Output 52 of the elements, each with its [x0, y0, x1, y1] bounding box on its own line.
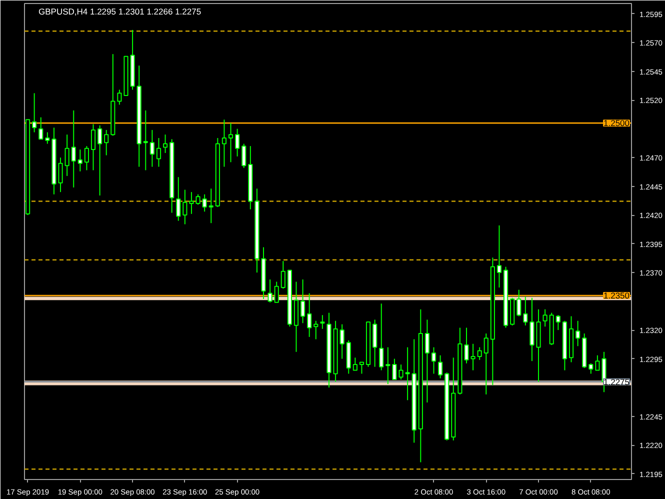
- candlestick: [576, 320, 580, 347]
- candlestick: [228, 122, 234, 163]
- candlestick: [98, 124, 102, 196]
- candlestick: [162, 134, 168, 154]
- candlestick: [484, 332, 488, 395]
- chart-title: GBPUSD,H4 1.2295 1.2301 1.2266 1.2275: [38, 6, 202, 16]
- candlestick: [523, 296, 528, 326]
- candlestick: [556, 314, 560, 331]
- candlestick: [379, 303, 384, 371]
- candlestick: [222, 119, 227, 168]
- candlestick: [202, 194, 207, 212]
- candlestick: [78, 149, 82, 172]
- candlestick: [320, 314, 325, 330]
- candlestick: [156, 138, 162, 168]
- candlestick: [71, 110, 76, 188]
- candlestick: [182, 189, 188, 225]
- candlestick: [359, 362, 364, 374]
- candlestick: [352, 357, 358, 371]
- candlestick: [32, 92, 37, 133]
- candlestick: [90, 124, 96, 171]
- candlestick: [372, 319, 378, 368]
- candlestick: [117, 89, 122, 106]
- candlestick: [45, 132, 50, 144]
- candlestick: [405, 346, 410, 401]
- candlestick: [424, 319, 430, 403]
- candlestick: [314, 320, 318, 340]
- candlestick: [208, 188, 214, 224]
- candlestick: [268, 278, 272, 303]
- candlestick: [340, 324, 344, 360]
- candlestick: [477, 346, 482, 360]
- candlestick: [64, 134, 70, 176]
- candlestick: [438, 354, 443, 379]
- candlestick: [84, 146, 90, 171]
- candlestick: [38, 116, 44, 140]
- candlestick: [104, 129, 109, 156]
- candlestick: [280, 260, 286, 290]
- candlestick: [386, 346, 390, 385]
- candlestick: [307, 292, 312, 338]
- candlestick: [242, 143, 246, 168]
- candlestick: [274, 281, 279, 303]
- candlestick: [143, 110, 148, 171]
- ref-line-label: 1.2500: [604, 118, 630, 128]
- ref-line-label: 1.2350: [604, 290, 630, 301]
- candlestick: [235, 128, 240, 157]
- candlestick: [542, 308, 548, 328]
- candlestick: [431, 346, 436, 374]
- candlestick: [150, 129, 154, 168]
- candlestick: [176, 176, 181, 222]
- candlestick: [300, 278, 306, 324]
- candlestick: [516, 289, 522, 317]
- candlestick: [588, 362, 594, 374]
- candlestick: [496, 224, 502, 288]
